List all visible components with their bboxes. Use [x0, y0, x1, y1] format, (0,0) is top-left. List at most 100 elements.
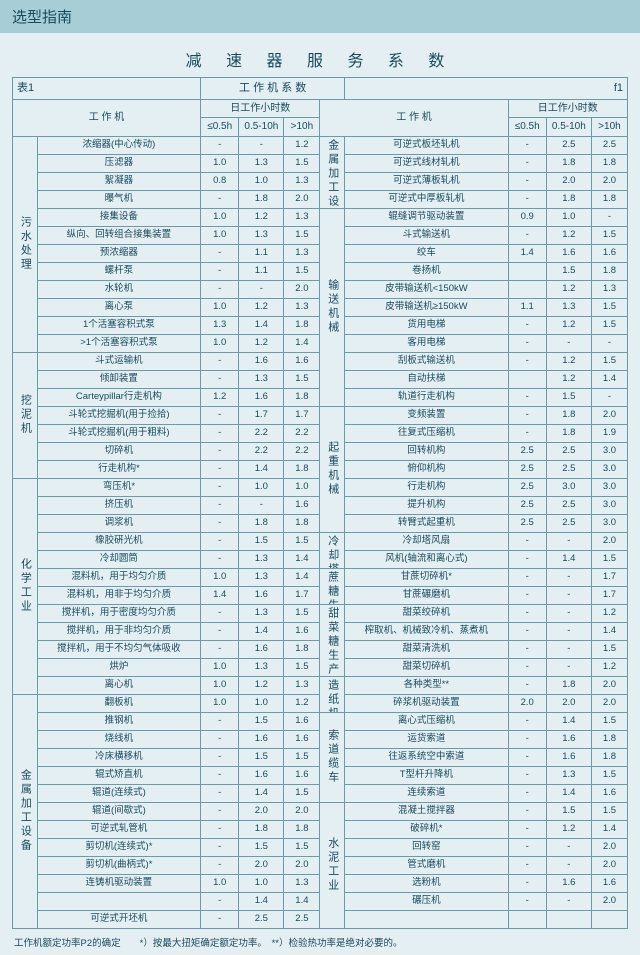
machine-name: >1个活塞容积式泵	[37, 334, 200, 352]
val-cell	[508, 262, 546, 280]
val-cell: 1.8	[546, 406, 591, 424]
val-cell: -	[201, 244, 239, 262]
val-cell: -	[508, 568, 546, 586]
header-title: 选型指南	[12, 9, 72, 26]
val-cell: 2.5	[508, 460, 546, 478]
val-cell: -	[508, 154, 546, 172]
machine-name: 曝气机	[37, 190, 200, 208]
val-cell: 1.5	[284, 154, 320, 172]
machine-name: 预浓缩器	[37, 244, 200, 262]
val-cell: 1.2	[591, 604, 627, 622]
val-cell: -	[591, 388, 627, 406]
val-cell: 1.0	[546, 208, 591, 226]
machine-name: 混料机，用非于均匀介质	[37, 586, 200, 604]
val-cell: 1.4	[239, 460, 284, 478]
val-cell: 3.0	[546, 478, 591, 496]
machine-name: 离心机	[37, 676, 200, 694]
val-cell: 1.0	[201, 694, 239, 712]
val-cell: 2.0	[284, 856, 320, 874]
val-cell: 1.3	[284, 676, 320, 694]
val-cell: 1.0	[239, 694, 284, 712]
val-cell: -	[546, 568, 591, 586]
val-cell: 1.6	[284, 352, 320, 370]
val-cell: 1.0	[201, 568, 239, 586]
val-cell: -	[201, 496, 239, 514]
machine-name: 冷却塔风扇	[345, 532, 508, 550]
val-cell: 1.2	[546, 370, 591, 388]
val-cell: 1.6	[239, 388, 284, 406]
val-cell: -	[201, 622, 239, 640]
val-cell: 3.0	[591, 460, 627, 478]
val-cell: 2.0	[546, 694, 591, 712]
val-cell: 1.2	[284, 694, 320, 712]
service-factor-table: 表1 工 作 机 系 数 f1 工 作 机 日工作小时数 工 作 机 日工作小时…	[12, 77, 628, 929]
val-cell: -	[201, 280, 239, 298]
val-cell: 1.4	[546, 550, 591, 568]
machine-name: 斗轮式挖掘机(用于粗料)	[37, 424, 200, 442]
val-cell: -	[201, 856, 239, 874]
machine-name: 榨取机、机械致冷机、蒸煮机	[345, 622, 508, 640]
val-cell: -	[546, 532, 591, 550]
machine-name: 调浆机	[37, 514, 200, 532]
val-cell: 1.5	[591, 802, 627, 820]
category-cell: 金属加工设备	[320, 136, 345, 208]
val-cell: -	[546, 640, 591, 658]
machine-name: 往返系统空中索道	[345, 748, 508, 766]
head-hours-left: 日工作小时数	[201, 99, 320, 118]
val-cell	[591, 910, 627, 928]
val-cell: 1.3	[284, 244, 320, 262]
head-machine-right: 工 作 机	[320, 99, 508, 136]
val-cell: 2.2	[284, 424, 320, 442]
val-cell: 1.8	[546, 154, 591, 172]
machine-name: 可逆式板坯轧机	[345, 136, 508, 154]
val-cell: 1.4	[239, 622, 284, 640]
val-cell: 1.2	[201, 388, 239, 406]
machine-name: 自动扶梯	[345, 370, 508, 388]
val-cell: -	[591, 208, 627, 226]
val-cell: -	[508, 226, 546, 244]
table-row: 接集设备1.01.21.3输送机械辊缝调节驱动装置0.91.0-	[13, 208, 628, 226]
machine-name: 可逆式开坯机	[37, 910, 200, 928]
val-cell	[546, 910, 591, 928]
val-cell: 1.4	[239, 316, 284, 334]
val-cell: 1.2	[546, 226, 591, 244]
machine-name: 可逆式薄板轧机	[345, 172, 508, 190]
val-cell: 1.3	[546, 766, 591, 784]
val-cell: 3.0	[591, 496, 627, 514]
val-cell: 1.7	[284, 406, 320, 424]
val-cell: 1.0	[201, 658, 239, 676]
val-cell: -	[508, 550, 546, 568]
val-cell: 1.4	[239, 892, 284, 910]
val-cell: 1.4	[284, 892, 320, 910]
val-cell: -	[546, 334, 591, 352]
machine-name: 辊式矫直机	[37, 766, 200, 784]
category-cell: 输送机械	[320, 208, 345, 406]
val-cell: -	[201, 730, 239, 748]
val-cell: 1.5	[239, 838, 284, 856]
machine-name: 辊道(间歇式)	[37, 802, 200, 820]
val-cell: 1.6	[239, 766, 284, 784]
val-cell: 1.2	[239, 298, 284, 316]
val-cell: 1.0	[201, 154, 239, 172]
val-cell: 1.8	[546, 676, 591, 694]
val-cell: -	[508, 856, 546, 874]
val-cell: -	[508, 892, 546, 910]
val-cell: 1.2	[239, 334, 284, 352]
machine-name: 浓缩器(中心传动)	[37, 136, 200, 154]
val-cell: 1.5	[284, 370, 320, 388]
machine-name: 连续索道	[345, 784, 508, 802]
val-cell: 1.4	[284, 568, 320, 586]
val-cell: 2.0	[284, 190, 320, 208]
machine-name: 剪切机(曲柄式)*	[37, 856, 200, 874]
val-cell: 1.5	[591, 712, 627, 730]
val-cell: 1.1	[239, 244, 284, 262]
val-cell: -	[508, 676, 546, 694]
machine-name: 螺杆泵	[37, 262, 200, 280]
val-cell: -	[546, 892, 591, 910]
machine-name: 可逆式中厚板轧机	[345, 190, 508, 208]
machine-name: 搅拌机，用于非均匀介质	[37, 622, 200, 640]
val-cell: 1.5	[591, 550, 627, 568]
category-cell: 化学工业	[13, 478, 38, 694]
table-row: 搅拌机，用于密度均匀介质-1.31.5甜菜糖生产甜菜绞碎机--1.2	[13, 604, 628, 622]
val-cell: 1.8	[239, 514, 284, 532]
